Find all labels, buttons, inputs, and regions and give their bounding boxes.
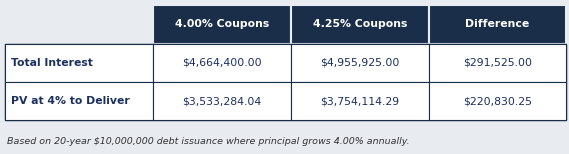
Text: 4.00% Coupons: 4.00% Coupons <box>175 19 269 29</box>
Bar <box>291 82 428 120</box>
Text: 4.25% Coupons: 4.25% Coupons <box>312 19 407 29</box>
Text: $3,533,284.04: $3,533,284.04 <box>183 96 262 106</box>
Text: $220,830.25: $220,830.25 <box>463 96 532 106</box>
Bar <box>154 5 291 44</box>
Text: Based on 20-year $10,000,000 debt issuance where principal grows 4.00% annually.: Based on 20-year $10,000,000 debt issuan… <box>7 137 410 146</box>
Text: $3,754,114.29: $3,754,114.29 <box>320 96 399 106</box>
Bar <box>428 82 566 120</box>
Bar <box>5 5 154 44</box>
Text: Difference: Difference <box>465 19 530 29</box>
Text: $291,525.00: $291,525.00 <box>463 58 532 68</box>
Bar <box>428 5 566 44</box>
Bar <box>5 44 154 82</box>
Bar <box>291 44 428 82</box>
Bar <box>428 44 566 82</box>
Bar <box>5 44 566 120</box>
Text: $4,664,400.00: $4,664,400.00 <box>182 58 262 68</box>
Text: $4,955,925.00: $4,955,925.00 <box>320 58 399 68</box>
Bar <box>154 82 291 120</box>
Text: PV at 4% to Deliver: PV at 4% to Deliver <box>11 96 130 106</box>
Text: Total Interest: Total Interest <box>11 58 93 68</box>
Bar <box>291 5 428 44</box>
Bar <box>5 82 154 120</box>
Bar <box>154 44 291 82</box>
